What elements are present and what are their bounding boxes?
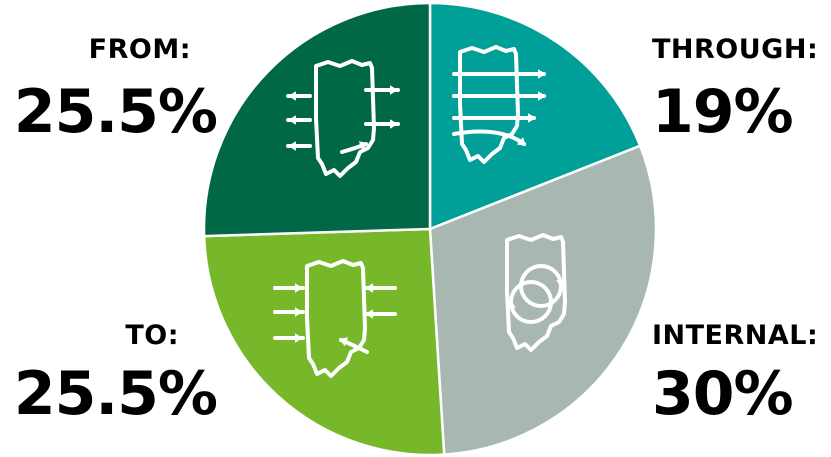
state-outline-through-arrows-icon <box>452 45 546 164</box>
to-percentage: 25.5% <box>13 359 218 429</box>
pie-slice-internal <box>428 144 658 456</box>
internal-label: INTERNAL: <box>652 320 819 351</box>
state-outline-outbound-arrows-icon <box>286 59 400 178</box>
pie-slice-to <box>202 227 446 457</box>
through-label: THROUGH: <box>652 34 819 65</box>
to-label: TO: <box>125 320 179 351</box>
state-outline-circular-arrows-icon <box>505 233 567 352</box>
through-percentage: 19% <box>652 77 794 147</box>
pie-slice-through <box>428 1 642 231</box>
internal-percentage: 30% <box>652 359 794 429</box>
from-percentage: 25.5% <box>13 77 218 147</box>
from-label: FROM: <box>88 34 191 65</box>
state-outline-inbound-arrows-icon <box>273 259 397 378</box>
